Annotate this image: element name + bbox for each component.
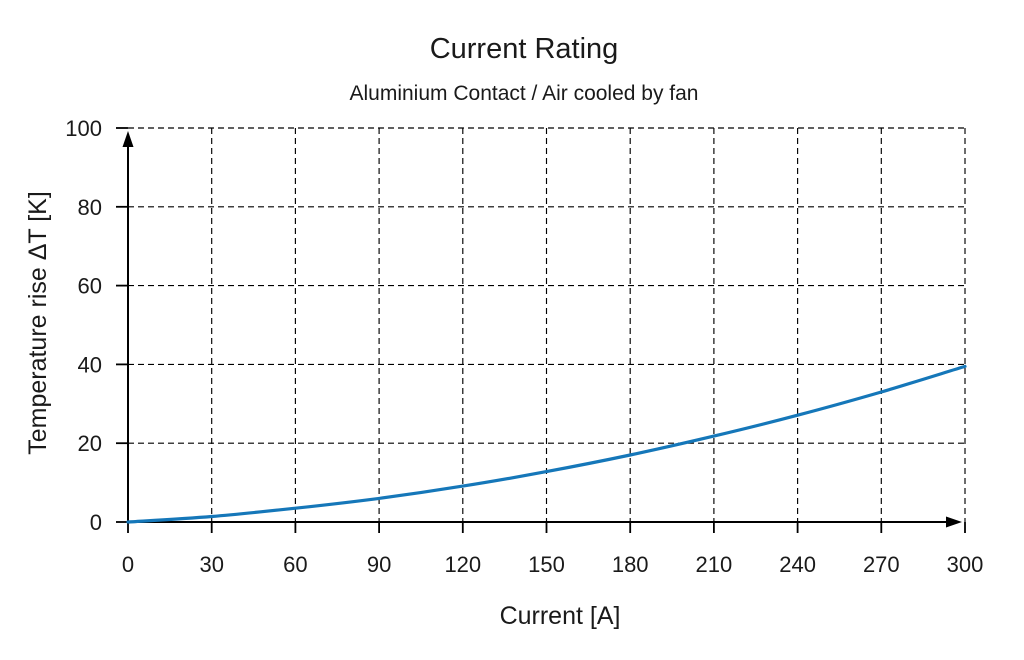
y-axis-title: Temperature rise ΔT [K] [24, 191, 52, 455]
x-tick-label: 60 [283, 552, 307, 577]
y-tick-label: 20 [78, 431, 102, 456]
x-axis-arrow-icon [946, 516, 962, 528]
gridlines [128, 127, 966, 522]
x-tick-label: 300 [947, 552, 984, 577]
y-tick-label: 60 [78, 274, 102, 299]
chart-subtitle: Aluminium Contact / Air cooled by fan [349, 82, 698, 105]
chart-title: Current Rating [430, 33, 619, 65]
x-tick-label: 210 [696, 552, 733, 577]
tick-marks [116, 127, 966, 533]
x-tick-label: 270 [863, 552, 900, 577]
x-tick-label: 90 [367, 552, 391, 577]
x-axis-title: Current [A] [500, 602, 621, 630]
y-tick-label: 0 [90, 510, 102, 535]
temperature-rise-curve [126, 364, 967, 524]
data-series [126, 364, 967, 524]
x-tick-label: 120 [444, 552, 481, 577]
x-tick-label: 30 [199, 552, 223, 577]
x-tick-label: 150 [528, 552, 565, 577]
x-tick-label: 0 [122, 552, 134, 577]
y-tick-label: 100 [65, 116, 102, 141]
y-tick-label: 40 [78, 352, 102, 377]
axes [122, 131, 962, 528]
y-tick-label: 80 [78, 195, 102, 220]
x-tick-label: 180 [612, 552, 649, 577]
x-tick-label: 240 [779, 552, 816, 577]
y-axis-arrow-icon [122, 131, 134, 147]
tick-labels: 0 30 60 90 120 150 180 210 240 270 300 0 20 40 60 80 100 [65, 116, 983, 577]
